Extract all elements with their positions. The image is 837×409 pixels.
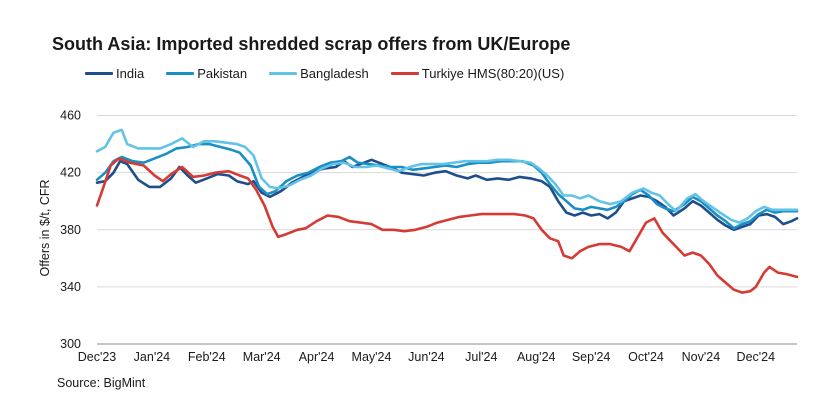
legend-item-pakistan: Pakistan	[166, 66, 247, 81]
x-tick-label: Sep'24	[572, 350, 611, 364]
legend-swatch-turkiye	[390, 72, 419, 75]
legend-label-india: India	[116, 66, 145, 81]
legend-swatch-bangladesh	[269, 72, 298, 75]
y-tick-label: 300	[60, 337, 81, 351]
x-tick-label: Aug'24	[517, 350, 556, 364]
legend: India Pakistan Bangladesh Turkiye HMS(80…	[85, 66, 586, 81]
chart-title: South Asia: Imported shredded scrap offe…	[52, 34, 571, 54]
x-tick-label: Nov'24	[682, 350, 721, 364]
legend-item-bangladesh: Bangladesh	[269, 66, 369, 81]
legend-label-pakistan: Pakistan	[197, 66, 248, 81]
x-tick-label: May'24	[352, 350, 392, 364]
source-note: Source: BigMint	[57, 376, 146, 390]
y-tick-label: 380	[60, 223, 81, 237]
x-tick-label: Mar'24	[243, 350, 281, 364]
x-tick-label: Jun'24	[408, 350, 444, 364]
x-tick-label: Dec'23	[78, 350, 117, 364]
x-tick-label: Jul'24	[465, 350, 497, 364]
series-line-bangladesh	[95, 128, 799, 224]
x-tick-label: Apr'24	[299, 350, 335, 364]
legend-label-turkiye: Turkiye HMS(80:20)(US)	[421, 66, 565, 81]
x-tick-label: Dec'24	[737, 350, 776, 364]
series-line-india	[95, 158, 799, 232]
series-line-pakistan	[95, 142, 799, 230]
y-tick-label: 340	[60, 280, 81, 294]
legend-swatch-pakistan	[166, 72, 195, 75]
x-tick-label: Feb'24	[188, 350, 226, 364]
series-line-turkiye-hms	[95, 157, 799, 294]
y-tick-label: 460	[60, 109, 81, 123]
x-tick-label: Jan'24	[134, 350, 170, 364]
legend-item-india: India	[85, 66, 144, 81]
x-tick-label: Oct'24	[628, 350, 664, 364]
legend-label-bangladesh: Bangladesh	[300, 66, 369, 81]
y-tick-label: 420	[60, 166, 81, 180]
legend-item-turkiye: Turkiye HMS(80:20)(US)	[390, 66, 565, 81]
legend-swatch-india	[85, 72, 113, 75]
